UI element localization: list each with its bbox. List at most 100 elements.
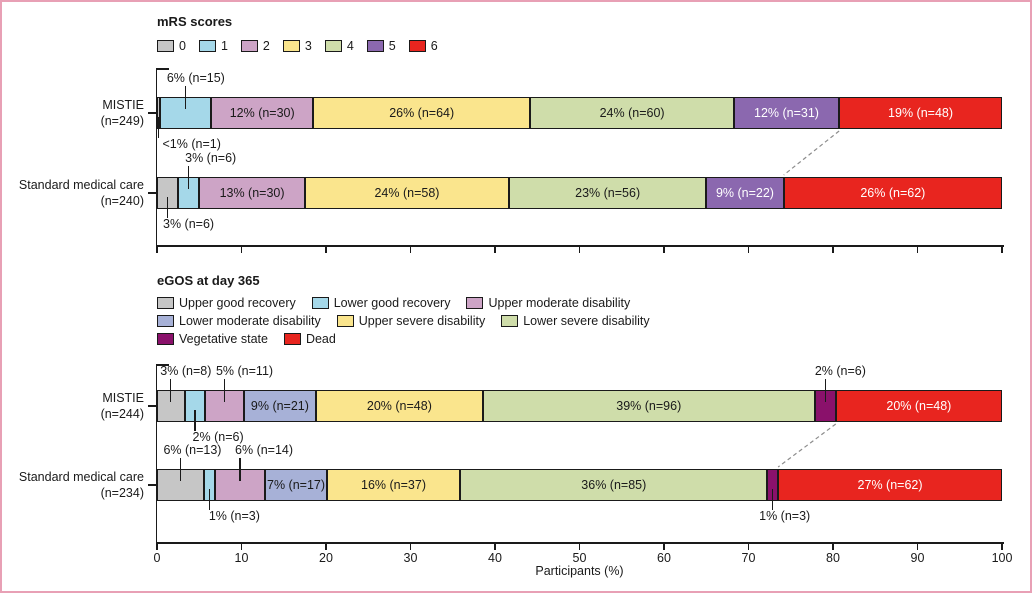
- legend-item: Lower good recovery: [311, 296, 451, 310]
- category-label: MISTIE (n=249): [100, 98, 144, 128]
- bar-segment: 26% (n=62): [783, 177, 1002, 209]
- segment-label: 9% (n=22): [715, 186, 774, 200]
- legend-item: Upper severe disability: [336, 314, 485, 328]
- leader-line: [194, 410, 196, 431]
- legend-item: 0: [157, 39, 186, 53]
- x-axis: [155, 245, 1004, 247]
- annotation-label: 6% (n=14): [235, 443, 294, 457]
- legend-item: 2: [240, 39, 270, 53]
- bar-segment: 39% (n=96): [482, 390, 815, 422]
- leader-line: [772, 489, 774, 510]
- x-axis-tick-label: 80: [826, 551, 840, 565]
- segment-label: 24% (n=58): [374, 186, 440, 200]
- annotation-label: 2% (n=6): [192, 430, 244, 444]
- legend-label: Upper good recovery: [179, 296, 296, 310]
- legend-swatch: [311, 297, 329, 309]
- leader-line: [188, 166, 190, 189]
- x-axis-tick-label: 70: [741, 551, 756, 565]
- legend: Upper good recovery Lower good recovery Up…: [157, 296, 630, 310]
- bar-row: 7% (n=17) 16% (n=37) 36% (n=85) 27% (n=62): [157, 469, 1002, 501]
- legend-label: Upper moderate disability: [488, 296, 631, 310]
- segment-label: 7% (n=17): [267, 478, 326, 492]
- x-axis-tick: [747, 246, 750, 253]
- legend-label: 2: [262, 39, 270, 53]
- segment-label: 19% (n=48): [888, 106, 954, 120]
- bar-segment: 23% (n=56): [509, 177, 707, 209]
- leader-line: [158, 117, 160, 138]
- x-axis-tick-label: 0: [153, 551, 161, 565]
- y-axis: [155, 364, 157, 542]
- bar-segment: 24% (n=60): [530, 97, 734, 129]
- legend: Vegetative state Dead: [157, 332, 336, 346]
- leader-line: [185, 86, 187, 109]
- legend-label: 3: [304, 39, 312, 53]
- bar-segment: 26% (n=64): [313, 97, 531, 129]
- leader-line: [166, 197, 169, 218]
- legend-item: 1: [198, 39, 228, 53]
- segment-label: 24% (n=60): [599, 106, 665, 120]
- legend: 0 1 2 3 4 5 6: [157, 39, 438, 53]
- segment-label: 39% (n=96): [616, 399, 682, 413]
- x-axis-tick: [240, 543, 243, 550]
- x-axis-tick-label: 10: [234, 551, 249, 565]
- bar-segment: [157, 390, 185, 422]
- segment-label: 20% (n=48): [886, 399, 952, 413]
- y-axis-cap: [155, 364, 169, 366]
- legend: Lower moderate disability Upper severe di…: [157, 314, 650, 328]
- legend-label: Lower severe disability: [523, 314, 650, 328]
- x-axis-tick: [916, 543, 919, 550]
- legend-swatch: [466, 297, 484, 309]
- bar-segment: 36% (n=85): [460, 469, 768, 501]
- segment-label: 26% (n=64): [389, 106, 455, 120]
- legend-item: Upper moderate disability: [466, 296, 630, 310]
- category-label: Standard medical care (n=240): [18, 178, 144, 208]
- legend-swatch: [501, 315, 519, 327]
- segment-label: 9% (n=21): [250, 399, 309, 413]
- bar-row: 13% (n=30) 24% (n=58) 23% (n=56) 9% (n=22) 2…: [157, 177, 1002, 209]
- x-axis-tick: [156, 246, 158, 253]
- x-axis-tick-label: 60: [657, 551, 671, 565]
- segment-label: 20% (n=48): [366, 399, 432, 413]
- leader-line: [170, 379, 172, 402]
- panel-title-mrs: mRS scores: [157, 14, 233, 29]
- x-axis-title: Participants (%): [535, 564, 624, 578]
- x-axis-tick-label: 50: [572, 551, 587, 565]
- x-axis-tick: [578, 543, 581, 550]
- segment-label: 12% (n=31): [754, 106, 819, 120]
- annotation-label: <1% (n=1): [162, 137, 221, 151]
- bar-segment: 9% (n=22): [706, 177, 784, 209]
- legend-label: Lower moderate disability: [179, 314, 321, 328]
- bar-row: 12% (n=30) 26% (n=64) 24% (n=60) 12% (n=31)…: [157, 97, 1002, 129]
- legend-label: Lower good recovery: [333, 296, 451, 310]
- x-axis-tick: [325, 246, 327, 253]
- x-axis-tick: [1001, 543, 1003, 550]
- bar-segment: 24% (n=58): [304, 177, 510, 209]
- segment-label: 36% (n=85): [581, 478, 647, 492]
- legend-item: Lower moderate disability: [157, 314, 321, 328]
- legend-swatch: [240, 40, 258, 52]
- x-axis-tick: [494, 246, 496, 253]
- legend-swatch: [198, 40, 216, 52]
- leader-line: [223, 379, 226, 402]
- x-axis-tick: [409, 246, 412, 253]
- legend-swatch: [408, 40, 426, 52]
- segment-label: 12% (n=30): [229, 106, 295, 120]
- category-tick: [148, 405, 157, 407]
- annotation-label: 5% (n=11): [215, 364, 274, 378]
- legend-swatch: [324, 40, 342, 52]
- legend-label: 1: [220, 39, 228, 53]
- x-axis-tick: [832, 246, 834, 253]
- annotation-label: 6% (n=13): [163, 443, 222, 457]
- x-axis-tick: [832, 543, 834, 550]
- leader-line: [208, 489, 210, 510]
- category-tick: [148, 484, 157, 486]
- bar-segment: 20% (n=48): [835, 390, 1002, 422]
- legend-item: 4: [324, 39, 354, 53]
- legend-swatch: [157, 297, 174, 309]
- legend-swatch: [157, 315, 174, 327]
- x-axis-tick-label: 20: [319, 551, 333, 565]
- x-axis-tick-label: 40: [488, 551, 502, 565]
- x-axis-tick: [747, 543, 750, 550]
- annotation-label: 6% (n=15): [166, 71, 225, 85]
